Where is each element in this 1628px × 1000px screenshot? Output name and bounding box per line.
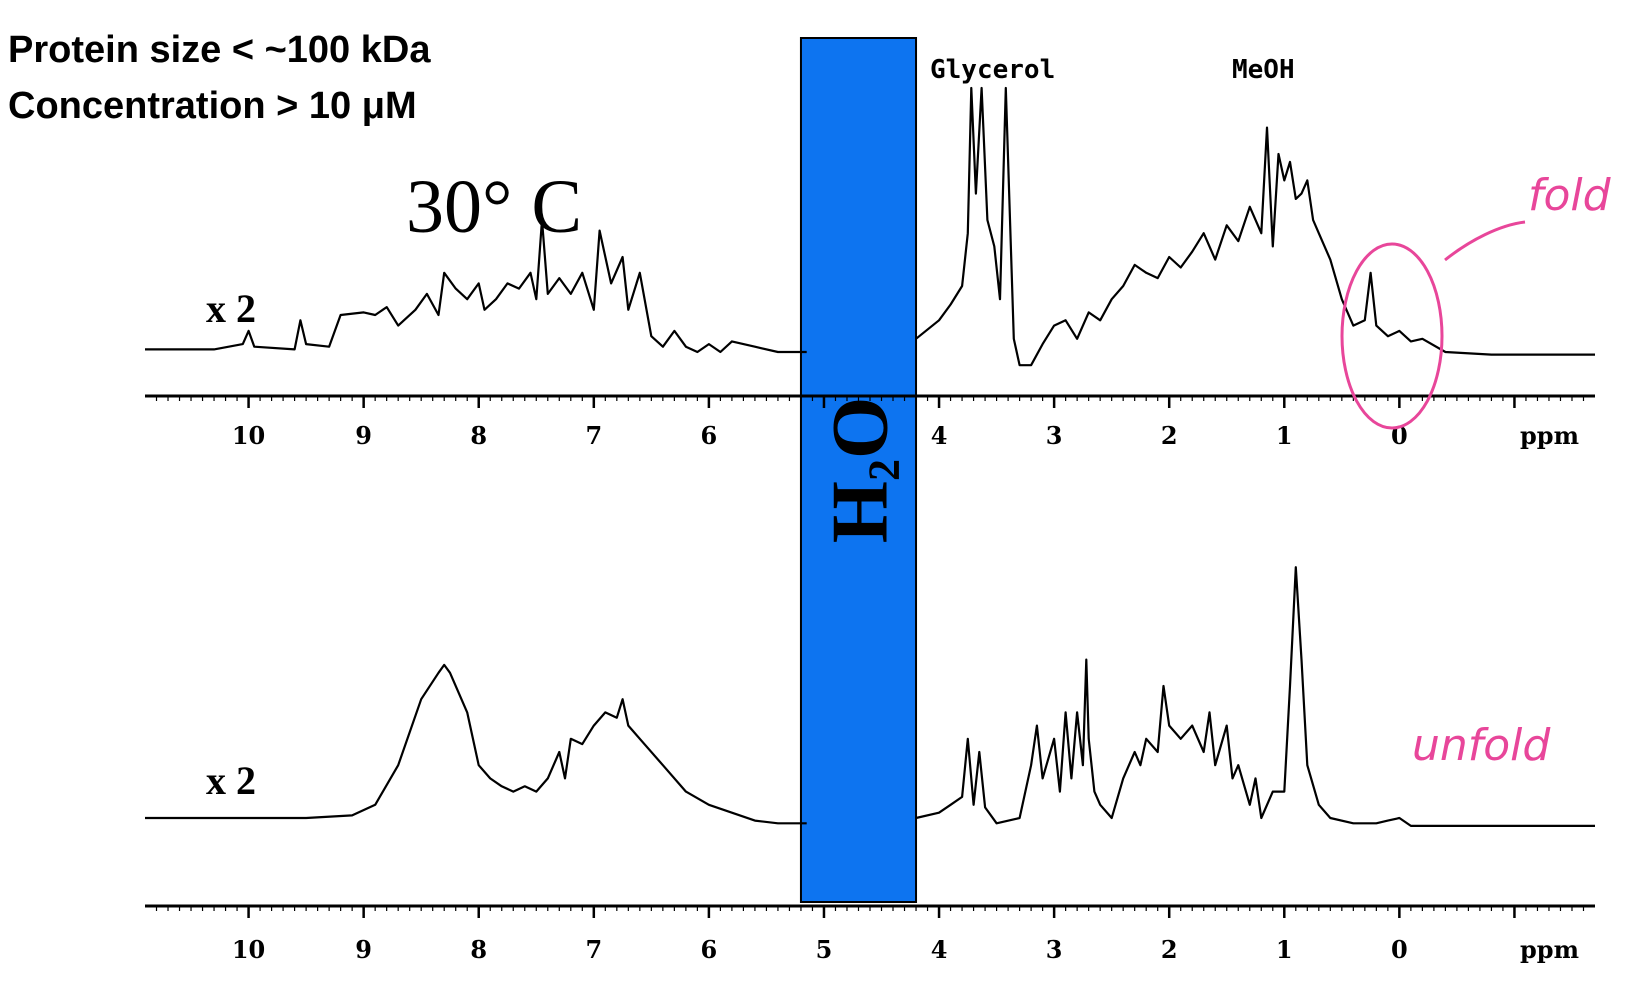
- bottom-tick-label-6: 6: [701, 935, 718, 964]
- top-tick-label-2: 2: [1161, 421, 1178, 450]
- fold-circle-annotation: [1340, 242, 1444, 430]
- water-label-o: O: [816, 397, 904, 459]
- bottom-tick-label-4: 4: [931, 935, 948, 964]
- bottom-series-line-0: [145, 663, 807, 825]
- bottom-series-group: [145, 566, 1595, 827]
- top-tick-label-3: 3: [1046, 421, 1063, 450]
- top-series-line-0: [145, 218, 807, 354]
- fold-handwritten-label: fold: [1528, 170, 1612, 221]
- bottom-tick-label-10: 10: [232, 935, 265, 964]
- water-label-sub: 2: [859, 459, 908, 481]
- slide-header: Protein size < ~100 kDa Concentration > …: [8, 22, 430, 134]
- meoh-annotation: MeOH: [1232, 55, 1295, 85]
- bottom-tick-label-7: 7: [585, 935, 602, 964]
- concentration-text: Concentration > 10 μM: [8, 85, 417, 127]
- top-tick-label-6: 6: [701, 421, 718, 450]
- water-label-h: H: [816, 481, 904, 543]
- bottom-tick-label-2: 2: [1161, 935, 1178, 964]
- top-series-line-1: [915, 86, 1595, 367]
- top-scale-label: x 2: [206, 286, 256, 331]
- top-xlabel: ppm: [1520, 421, 1579, 450]
- bottom-x-axis: 10 9 8 7 6 5 4 3 2 1 0: [145, 904, 1595, 964]
- bottom-tick-label-0: 0: [1391, 935, 1408, 964]
- bottom-scale-label: x 2: [206, 758, 256, 803]
- top-tick-label-9: 9: [355, 421, 372, 450]
- top-series-group: [145, 86, 1595, 367]
- top-tick-label-4: 4: [931, 421, 948, 450]
- temperature-label: 30° C: [406, 165, 582, 249]
- top-tick-label-8: 8: [470, 421, 487, 450]
- glycerol-annotation: Glycerol: [930, 55, 1055, 85]
- bottom-tick-label-3: 3: [1046, 935, 1063, 964]
- bottom-tick-label-1: 1: [1276, 935, 1293, 964]
- unfold-handwritten-label: unfold: [1412, 720, 1551, 771]
- water-suppression-band: [799, 37, 918, 903]
- fold-pointer-line: [1444, 220, 1526, 262]
- top-spectrum-panel: 30° C x 2 Glycerol MeOH 10 9 8 7 6 4 3 2 1 0 ppm …: [145, 55, 1612, 450]
- top-tick-label-7: 7: [585, 421, 602, 450]
- bottom-tick-label-5: 5: [816, 935, 833, 964]
- bottom-spectrum-panel: x 2 10 9 8 7 6 5 4 3 2 1 0 ppm unfold: [145, 566, 1595, 964]
- bottom-series-line-1: [915, 566, 1595, 827]
- bottom-tick-label-8: 8: [470, 935, 487, 964]
- top-tick-label-1: 1: [1276, 421, 1293, 450]
- protein-size-text: Protein size < ~100 kDa: [8, 29, 431, 71]
- top-tick-label-10: 10: [232, 421, 265, 450]
- bottom-xlabel: ppm: [1520, 935, 1579, 964]
- water-label: H2O: [816, 397, 908, 543]
- bottom-tick-label-9: 9: [355, 935, 372, 964]
